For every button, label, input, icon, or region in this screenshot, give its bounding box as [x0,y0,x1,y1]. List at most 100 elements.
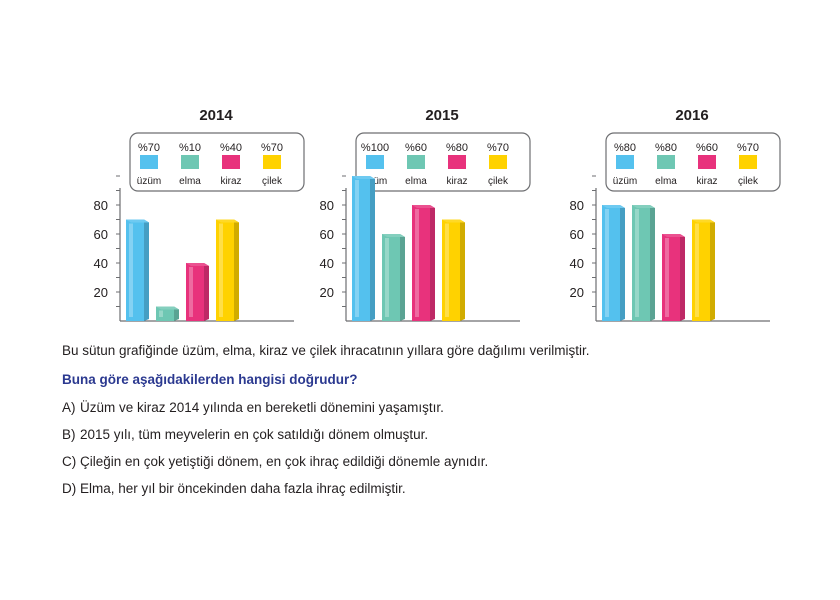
question-prompt: Buna göre aşağıdakilerden hangisi doğrud… [62,372,358,387]
option-b[interactable]: B) 2015 yılı, tüm meyvelerin en çok satıl… [62,427,428,442]
legend-label: üzüm [137,176,161,187]
bar-highlight [445,223,449,317]
legend-swatch [140,155,158,169]
bar-highlight [385,238,389,317]
bar-front [126,219,144,321]
bar-top [352,176,375,179]
bar-front [442,219,460,321]
bar-top [382,234,405,237]
y-tick-label: 20 [570,285,584,300]
legend-label: elma [179,176,201,187]
legend-swatch [739,155,757,169]
bar-front [382,234,400,321]
legend-percent: %60 [405,142,427,154]
y-tick-label: 20 [320,285,334,300]
bar-top [692,219,715,223]
bar-front [412,205,430,321]
bar-üzüm [602,205,625,321]
legend-label: kiraz [696,176,717,187]
legend-swatch [222,155,240,169]
bar-side [174,306,179,321]
bar-side [370,176,375,321]
question-intro: Bu sütun grafiğinde üzüm, elma, kiraz ve… [62,343,590,358]
legend-box [605,132,781,192]
chart-title: 2014 [199,107,233,124]
legend-label: çilek [488,176,509,187]
y-tick-label: 80 [320,198,334,213]
legend-percent: %100 [361,142,389,154]
bar-highlight [159,310,163,317]
bar-side [430,205,435,321]
bar-highlight [635,209,639,317]
bar-highlight [129,223,133,317]
bar-front [632,205,650,321]
bar-top [156,306,179,310]
option-d-text: Elma, her yıl bir öncekinden daha fazla … [80,481,406,496]
bar-side [400,234,405,321]
legend-percent: %80 [614,142,636,154]
legend-label: kiraz [446,176,467,187]
legend-swatch [448,155,466,169]
bar-highlight [189,267,193,317]
bar-top [662,234,685,237]
bar-top [632,205,655,208]
option-c[interactable]: C) Çileğin en çok yetiştiği dönem, en çok… [62,454,488,469]
legend-percent: %70 [261,142,283,154]
legend-percent: %80 [446,142,468,154]
bar-side [680,234,685,321]
bar-üzüm [126,219,149,321]
bar-highlight [665,238,669,317]
y-tick-label: 40 [94,256,108,271]
legend-percent: %70 [737,142,759,154]
option-a-letter: A) [62,400,76,415]
legend-percent: %40 [220,142,242,154]
bar-top [442,219,465,223]
bar-top [216,219,239,223]
bar-side [234,219,239,321]
legend-swatch [407,155,425,169]
y-tick-label: 40 [570,256,584,271]
bar-front [156,306,174,321]
y-tick-label: 60 [94,227,108,242]
y-tick-label: 80 [570,198,584,213]
bar-kiraz [662,234,685,321]
bar-side [460,219,465,321]
legend-box [129,132,305,192]
y-tick-label: 60 [570,227,584,242]
chart-2016: 2016 %80 üzüm %80 elma %60 kiraz %70 çilek 20 40 60… [570,107,781,322]
bar-çilek [216,219,239,321]
bar-üzüm [352,176,375,321]
bar-top [412,205,435,208]
bar-front [662,234,680,321]
bar-highlight [695,223,699,317]
bar-highlight [415,209,419,317]
bar-front [352,176,370,321]
chart-title: 2016 [675,107,708,124]
option-b-text: 2015 yılı, tüm meyvelerin en çok satıldı… [80,427,429,442]
bar-top [186,263,209,266]
option-a[interactable]: A) Üzüm ve kiraz 2014 yılında en bereketl… [62,400,444,415]
bar-kiraz [186,263,209,321]
legend-percent: %60 [696,142,718,154]
bar-elma [156,306,179,321]
legend-label: çilek [738,176,759,187]
option-a-text: Üzüm ve kiraz 2014 yılında en bereketli … [80,400,444,415]
bar-side [144,219,149,321]
legend-label: çilek [262,176,283,187]
legend-label: elma [405,176,427,187]
legend-label: kiraz [220,176,241,187]
bar-çilek [692,219,715,321]
y-tick-label: 60 [320,227,334,242]
legend-box [355,132,531,192]
option-c-letter: C) [62,454,77,469]
legend-swatch [366,155,384,169]
legend-percent: %70 [487,142,509,154]
legend-label: elma [655,176,677,187]
legend-swatch [657,155,675,169]
bar-side [650,205,655,321]
bar-highlight [355,180,359,317]
legend-swatch [616,155,634,169]
option-d-letter: D) [62,481,77,496]
bar-top [126,219,149,223]
option-d[interactable]: D) Elma, her yıl bir öncekinden daha fazl… [62,481,406,496]
